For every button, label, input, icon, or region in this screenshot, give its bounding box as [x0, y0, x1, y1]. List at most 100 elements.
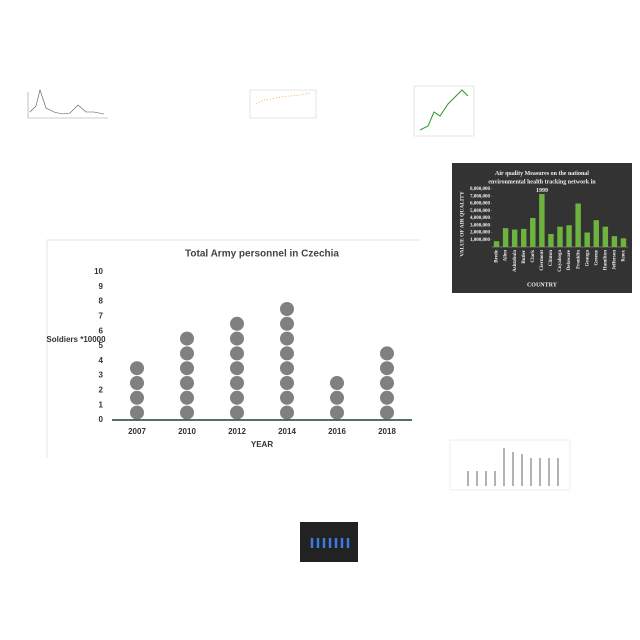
bar [548, 233, 554, 247]
x-tick-label: 2010 [178, 427, 196, 436]
bar [575, 203, 581, 247]
dot [180, 346, 194, 361]
x-tick-label: Jefferson [613, 250, 618, 270]
dot [130, 390, 144, 405]
y-tick-label: 4 [99, 356, 104, 365]
x-tick-label: 2007 [128, 427, 146, 436]
chart-title: Air quality Measures on the national envi… [488, 171, 596, 194]
bar [620, 238, 627, 247]
x-tick-label: Franklin [576, 250, 581, 269]
dot [180, 405, 194, 420]
x-tick-label: Knox [622, 250, 627, 262]
chart-title: Total Army personnel in Czechia [185, 249, 339, 260]
y-tick-label: 8 [99, 297, 104, 306]
thumbnail-line-chart [27, 88, 108, 119]
y-tick-label: 6 [99, 326, 104, 335]
bar [530, 218, 536, 247]
dot [230, 390, 244, 405]
x-tick-label: 2012 [228, 427, 246, 436]
x-tick-label: Allen [504, 250, 509, 262]
dot [230, 316, 244, 331]
dot [230, 361, 244, 376]
bar [539, 194, 545, 247]
dot [330, 376, 344, 390]
dot [330, 405, 344, 420]
bar [511, 229, 518, 247]
thumbnail-scatter [249, 89, 317, 119]
thumbnail-dark-bar [300, 522, 358, 562]
y-tick-label: 1,000,000 [470, 238, 491, 243]
x-tick-label: Clark [531, 250, 536, 263]
dot [280, 302, 294, 316]
y-tick-label: 7,000,000 [470, 194, 491, 199]
y-tick-label: 6,000,000 [470, 202, 491, 207]
y-tick-label: 7 [99, 312, 104, 321]
x-tick-label: 2018 [378, 427, 396, 436]
dot [230, 346, 244, 361]
dot [280, 331, 294, 346]
chart-frame [46, 239, 420, 458]
dot [380, 361, 394, 376]
x-tick-label: Brede [495, 249, 500, 262]
dot [380, 390, 394, 405]
x-tick-label: Clermont [540, 250, 545, 271]
y-tick-label: 3,000,000 [470, 223, 491, 228]
y-tick-label: 10 [94, 267, 103, 276]
dot [380, 376, 394, 390]
dot [130, 405, 144, 420]
dot [380, 405, 394, 420]
y-axis-label: Soldiers *10000 [46, 335, 106, 344]
dot [280, 376, 294, 390]
bar [493, 241, 500, 247]
bar [611, 236, 618, 247]
dot [330, 390, 344, 405]
dot [230, 405, 244, 420]
dot [280, 346, 294, 361]
x-tick-label: Cuyahoga [558, 250, 563, 272]
x-tick-label: Greene [594, 249, 599, 265]
bar [557, 226, 563, 247]
dot [280, 405, 294, 420]
dot [230, 376, 244, 390]
y-tick-label: 2,000,000 [470, 231, 491, 236]
bar [593, 220, 599, 247]
dot [180, 331, 194, 346]
thumbnail-bar-chart [449, 439, 571, 491]
x-tick-label: 2014 [278, 427, 296, 436]
y-tick-label: 8,000,000 [470, 187, 491, 192]
dot [180, 390, 194, 405]
x-tick-label: Delaware [567, 249, 572, 270]
y-tick-label: 5 [99, 341, 104, 350]
y-axis-label: VALUE OF AIR QUALITY [459, 191, 465, 257]
x-tick-label: Clinton [549, 250, 554, 266]
dot [280, 361, 294, 376]
y-tick-label: 9 [99, 282, 104, 291]
dot [280, 316, 294, 331]
dot [130, 361, 144, 376]
thumbnail-stock [413, 85, 475, 137]
y-tick-label: 4,000,000 [470, 216, 491, 221]
x-tick-label: Hamilton [603, 250, 608, 270]
x-tick-label: Ashtabula [513, 250, 518, 272]
dot [230, 331, 244, 346]
x-axis-label: COUNTRY [527, 282, 558, 288]
y-tick-label: 5,000,000 [470, 209, 491, 214]
y-tick-label: 0 [99, 415, 104, 424]
dot [380, 346, 394, 361]
bar [566, 225, 572, 247]
dot [180, 361, 194, 376]
y-tick-label: 1 [99, 400, 104, 409]
dot [130, 376, 144, 390]
dot [280, 390, 294, 405]
bar [584, 232, 590, 247]
x-tick-label: Butler [522, 249, 527, 263]
x-axis-label: YEAR [251, 440, 273, 449]
dot [180, 376, 194, 390]
x-tick-label: Geauga [585, 250, 590, 267]
y-tick-label: 3 [99, 371, 104, 380]
y-tick-label: 2 [99, 386, 104, 395]
bar [602, 226, 609, 247]
bar [521, 228, 527, 247]
bar [502, 228, 509, 247]
